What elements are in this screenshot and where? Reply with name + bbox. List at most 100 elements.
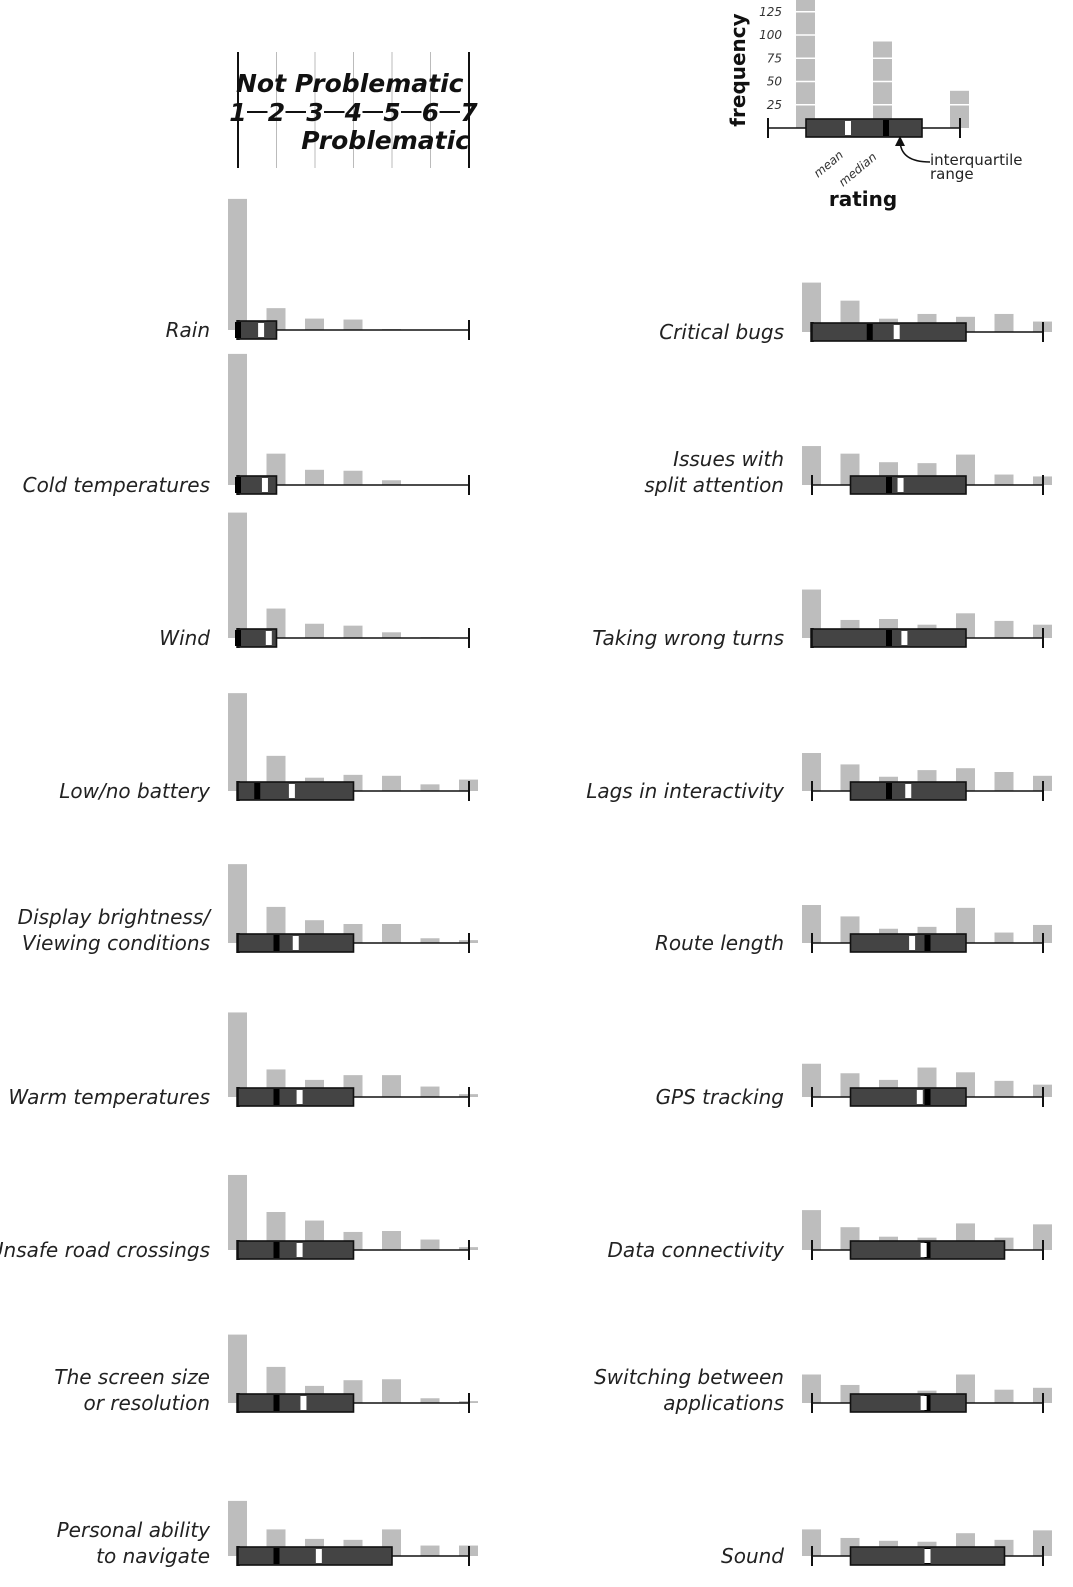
iqr-box — [811, 322, 967, 342]
frequency-bar — [382, 1379, 401, 1403]
row-label: Personal ability — [57, 1518, 212, 1542]
mean-marker — [300, 1396, 307, 1410]
panel: Sound — [721, 1529, 1052, 1568]
median-marker — [254, 783, 261, 799]
frequency-bar — [1033, 1530, 1052, 1556]
frequency-bar — [343, 470, 363, 485]
median-marker — [273, 1395, 280, 1411]
mean-marker — [920, 1243, 927, 1257]
row-label: Warm temperatures — [8, 1085, 210, 1109]
frequency-bar — [382, 1075, 401, 1097]
legend-iqr-box — [805, 118, 923, 138]
frequency-bar — [228, 693, 247, 791]
mean-marker — [924, 1549, 931, 1563]
panel: Route length — [655, 905, 1052, 955]
frequency-bar — [228, 1334, 247, 1403]
panel: Wind — [159, 512, 470, 650]
row-label: The screen size — [54, 1365, 210, 1389]
legend-frequency-bar — [873, 41, 892, 129]
panel: Warm temperatures — [8, 1012, 478, 1109]
frequency-bar — [994, 620, 1014, 638]
frequency-bar — [228, 198, 247, 330]
frequency-bar — [802, 282, 821, 332]
panel: Data connectivity — [608, 1210, 1052, 1262]
median-marker — [235, 322, 241, 338]
legend-frequency-tick: 50 — [767, 75, 783, 89]
legend-iqr-label: range — [930, 165, 974, 183]
frequency-bar — [802, 753, 821, 791]
row-label: Low/no battery — [59, 779, 211, 803]
frequency-bar — [802, 1210, 821, 1250]
legend-frequency-tick: 100 — [759, 28, 782, 42]
median-marker — [886, 783, 892, 799]
panel: Cold temperatures — [23, 353, 470, 497]
row-label: or resolution — [83, 1391, 210, 1415]
frequency-bar — [228, 512, 247, 638]
panel: Low/no battery — [59, 693, 478, 803]
median-marker — [235, 477, 241, 493]
frequency-bar — [994, 1080, 1014, 1097]
frequency-bar — [802, 905, 821, 943]
mean-marker — [897, 478, 904, 492]
row-label: Critical bugs — [659, 320, 784, 344]
frequency-bar — [802, 446, 821, 485]
panel: Unsafe road crossings — [0, 1174, 478, 1262]
row-label: Data connectivity — [608, 1238, 786, 1262]
legend-frequency-tick: 75 — [767, 51, 782, 65]
frequency-bar — [228, 1012, 247, 1097]
mean-marker — [315, 1549, 322, 1563]
frequency-bar — [305, 469, 324, 485]
scale-bottom-label: Problematic — [301, 126, 470, 155]
median-marker — [273, 1548, 280, 1564]
legend-rating-label: rating — [829, 187, 897, 211]
scale-tick-label: 5 — [383, 98, 400, 127]
legend-iqr-arrow — [899, 139, 931, 163]
iqr-box — [849, 933, 967, 953]
row-label: to navigate — [96, 1544, 210, 1568]
iqr-box — [237, 781, 355, 801]
median-marker — [886, 477, 892, 493]
iqr-box — [237, 1240, 355, 1260]
row-label: Taking wrong turns — [592, 626, 784, 650]
frequency-bar — [228, 1500, 247, 1556]
iqr-box — [237, 320, 278, 340]
legend-frequency-bar — [796, 0, 815, 128]
frequency-bar — [343, 625, 363, 638]
mean-marker — [920, 1396, 927, 1410]
frequency-bar — [420, 1086, 440, 1097]
legend-mean-marker — [845, 121, 851, 135]
scale-tick-label: 3 — [306, 98, 323, 127]
panel: GPS tracking — [656, 1063, 1052, 1109]
frequency-bar — [802, 1374, 821, 1403]
mean-marker — [909, 936, 916, 950]
row-label: Viewing conditions — [22, 931, 210, 955]
scale-tick-label: 2 — [268, 98, 285, 127]
row-label: Wind — [159, 626, 210, 650]
median-marker — [866, 324, 873, 340]
scale-top-label: Not Problematic — [236, 69, 464, 98]
panel: Taking wrong turns — [592, 589, 1052, 650]
scale-tick-label: 4 — [344, 98, 362, 127]
legend-frequency-label: frequency — [726, 13, 750, 126]
frequency-bar — [382, 632, 401, 638]
frequency-bar — [382, 1231, 401, 1250]
legend-iqr-arrowhead — [895, 136, 905, 146]
row-label: Cold temperatures — [23, 473, 210, 497]
legend-frequency-tick: 125 — [759, 5, 782, 19]
iqr-box — [237, 1546, 393, 1566]
row-label: split attention — [644, 473, 784, 497]
frequency-bar — [343, 319, 363, 330]
legend-median-marker — [883, 120, 889, 136]
median-marker — [273, 935, 280, 951]
panel: Critical bugs — [659, 282, 1052, 344]
frequency-bar — [802, 589, 821, 638]
row-label: Sound — [721, 1544, 784, 1568]
frequency-bar — [420, 1545, 440, 1556]
frequency-bar — [420, 1398, 440, 1403]
frequency-bar — [994, 1389, 1014, 1403]
mean-marker — [265, 631, 272, 645]
frequency-bar — [802, 1063, 821, 1097]
mean-marker — [916, 1090, 923, 1104]
